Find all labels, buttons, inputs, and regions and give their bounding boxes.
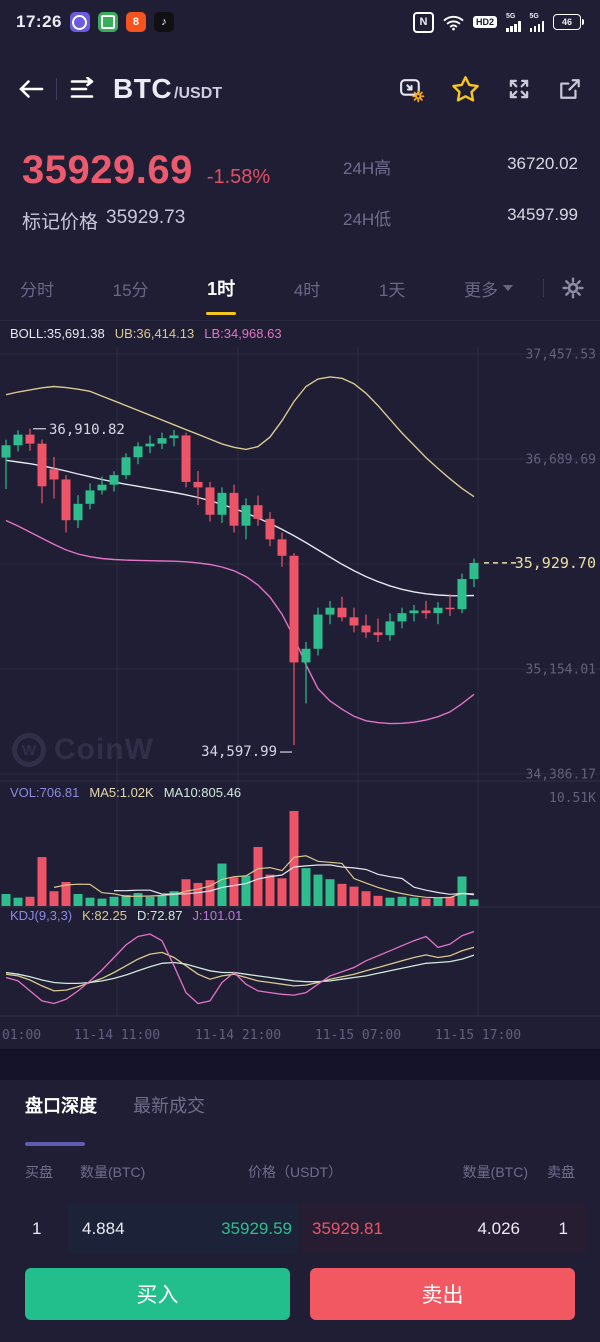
svg-text:11-14 11:00: 11-14 11:00 (74, 1028, 160, 1043)
svg-text:11-15 17:00: 11-15 17:00 (435, 1028, 521, 1043)
price-chart[interactable]: W CoinW 37,457.53 36,689.69 35,154.01 34,38… (0, 320, 600, 1049)
high-24h-value: 36720.02 (507, 154, 578, 173)
tiktok-notification-icon: ♪ (153, 12, 174, 32)
high-24h-label: 24H高 (343, 159, 392, 178)
change-percent: -1.58% (206, 166, 271, 188)
low-24h-label: 24H低 (343, 210, 392, 229)
favorite-button[interactable] (451, 75, 480, 103)
share-button[interactable] (558, 77, 582, 101)
mark-price-value: 35929.73 (106, 207, 186, 228)
volume-indicator-header: VOL:706.81 MA5:1.02K MA10:805.46 (10, 785, 241, 800)
coinw-notification-icon (69, 12, 90, 32)
kdj-indicator-header: KDJ(9,3,3) K:82.25 D:72.87 J:101.01 (10, 908, 242, 923)
svg-text:01:00: 01:00 (2, 1028, 41, 1043)
bid-amount: 4.884 (82, 1219, 125, 1238)
tab-interval-1d[interactable]: 1天 (378, 280, 406, 300)
kdj-j-value: J:101.01 (192, 908, 243, 923)
low-24h-value: 34597.99 (507, 205, 578, 224)
ticker-section: 35929.69 -1.58% 标记价格 35929.73 24H高 36720… (0, 134, 600, 256)
coinw-watermark: W CoinW (12, 733, 154, 767)
nfc-icon: N (412, 11, 434, 33)
chat-notification-icon (97, 12, 118, 32)
trading-pair-title[interactable]: BTC /USDT (113, 73, 223, 104)
col-sell-side: 卖盘 (547, 1164, 575, 1180)
svg-text:34,386.17: 34,386.17 (526, 767, 596, 782)
kdj-k-value: K:82.25 (82, 908, 127, 923)
kdj-d-value: D:72.87 (136, 908, 183, 923)
svg-text:36,910.82: 36,910.82 (49, 422, 125, 438)
tabs-divider (543, 279, 544, 297)
boll-value: BOLL:35,691.38 (10, 326, 105, 341)
tab-depth[interactable]: 盘口深度 (25, 1096, 97, 1116)
bid-price[interactable]: 35929.59 (221, 1219, 292, 1238)
ask-level: 1 (558, 1219, 568, 1238)
back-button[interactable] (18, 78, 44, 100)
orderbook-panel: 盘口深度 最新成交 买盘 数量(BTC) 价格（USDT） 数量(BTC) 卖盘… (0, 1080, 600, 1342)
wifi-icon (443, 14, 464, 31)
boll-ub-value: UB:36,414.13 (114, 326, 195, 341)
svg-text:11-14 21:00: 11-14 21:00 (195, 1028, 281, 1043)
col-amount-right: 数量(BTC) (462, 1164, 528, 1180)
page-header: BTC /USDT (0, 44, 600, 134)
clock: 17:26 (16, 12, 62, 31)
col-buy-side: 买盘 (25, 1164, 53, 1180)
ask-depth-bar (302, 1204, 588, 1254)
expand-icon (509, 79, 529, 99)
kuaishou-notification-icon: 8 (125, 12, 146, 32)
share-icon (560, 79, 580, 99)
back-arrow-icon (19, 80, 44, 98)
kdj-name: KDJ(9,3,3) (10, 908, 73, 923)
svg-text:36,689.69: 36,689.69 (526, 452, 596, 467)
svg-text:34,597.99: 34,597.99 (201, 744, 277, 760)
ask-amount: 4.026 (477, 1219, 520, 1238)
tab-interval-15m[interactable]: 15分 (112, 280, 149, 300)
hd-voice-badge: HD2 (472, 16, 497, 28)
boll-indicator-header: BOLL:35,691.38 UB:36,414.13 LB:34,968.63 (10, 326, 282, 341)
tab-latest-trades[interactable]: 最新成交 (133, 1096, 205, 1116)
kline-settings-icon (400, 78, 425, 102)
svg-text:11-15 07:00: 11-15 07:00 (315, 1028, 401, 1043)
orderbook-row[interactable]: 1 4.884 35929.59 35929.81 4.026 1 (0, 1202, 600, 1256)
signal-icon-sim2: 5G (529, 13, 544, 32)
tab-interval-more[interactable]: 更多 (462, 270, 515, 307)
section-separator (0, 1049, 600, 1080)
vol-value: VOL:706.81 (10, 785, 80, 800)
chevron-down-icon (503, 285, 513, 291)
kline-settings-button[interactable] (398, 76, 425, 103)
boll-lb-value: LB:34,968.63 (204, 326, 282, 341)
tab-interval-4h[interactable]: 4时 (293, 280, 321, 300)
vol-ma5-value: MA5:1.02K (89, 785, 154, 800)
svg-text:35,929.70: 35,929.70 (515, 554, 596, 572)
vol-ma10-value: MA10:805.46 (163, 785, 242, 800)
tab-interval-1h[interactable]: 1时 (205, 269, 237, 307)
svg-text:37,457.53: 37,457.53 (526, 348, 596, 363)
gear-icon (562, 277, 584, 299)
indicator-settings-button[interactable] (562, 277, 584, 299)
battery-icon: 46 (553, 14, 584, 30)
sell-button[interactable]: 卖出 (310, 1268, 575, 1320)
last-price: 35929.69 (22, 148, 193, 192)
mark-price-label: 标记价格 (22, 212, 99, 233)
col-amount-left: 数量(BTC) (80, 1164, 146, 1180)
bid-depth-bar (68, 1204, 298, 1254)
interval-tabs: 分时 15分 1时 4时 1天 更多 (0, 256, 600, 320)
fullscreen-button[interactable] (506, 76, 532, 102)
svg-text:10.51K: 10.51K (549, 791, 596, 806)
market-list-button[interactable] (69, 77, 99, 101)
signal-icon-sim1: 5G (506, 13, 521, 32)
status-bar: 17:26 8 ♪ N HD2 5G 5G 46 (0, 0, 600, 44)
bid-level: 1 (32, 1219, 42, 1238)
ask-price[interactable]: 35929.81 (312, 1219, 383, 1238)
tab-interval-timeline[interactable]: 分时 (20, 280, 54, 300)
col-price: 价格（USDT） (248, 1164, 343, 1180)
market-list-icon (70, 77, 94, 98)
depth-tab-underline (25, 1142, 85, 1146)
kline-canvas[interactable]: 37,457.53 36,689.69 35,154.01 34,386.17 10.5… (0, 321, 600, 1049)
orderbook-header-row: 买盘 数量(BTC) 价格（USDT） 数量(BTC) 卖盘 (0, 1162, 600, 1188)
buy-button[interactable]: 买入 (25, 1268, 290, 1320)
svg-text:35,154.01: 35,154.01 (526, 662, 596, 677)
header-divider (56, 78, 57, 100)
star-icon (452, 76, 479, 102)
